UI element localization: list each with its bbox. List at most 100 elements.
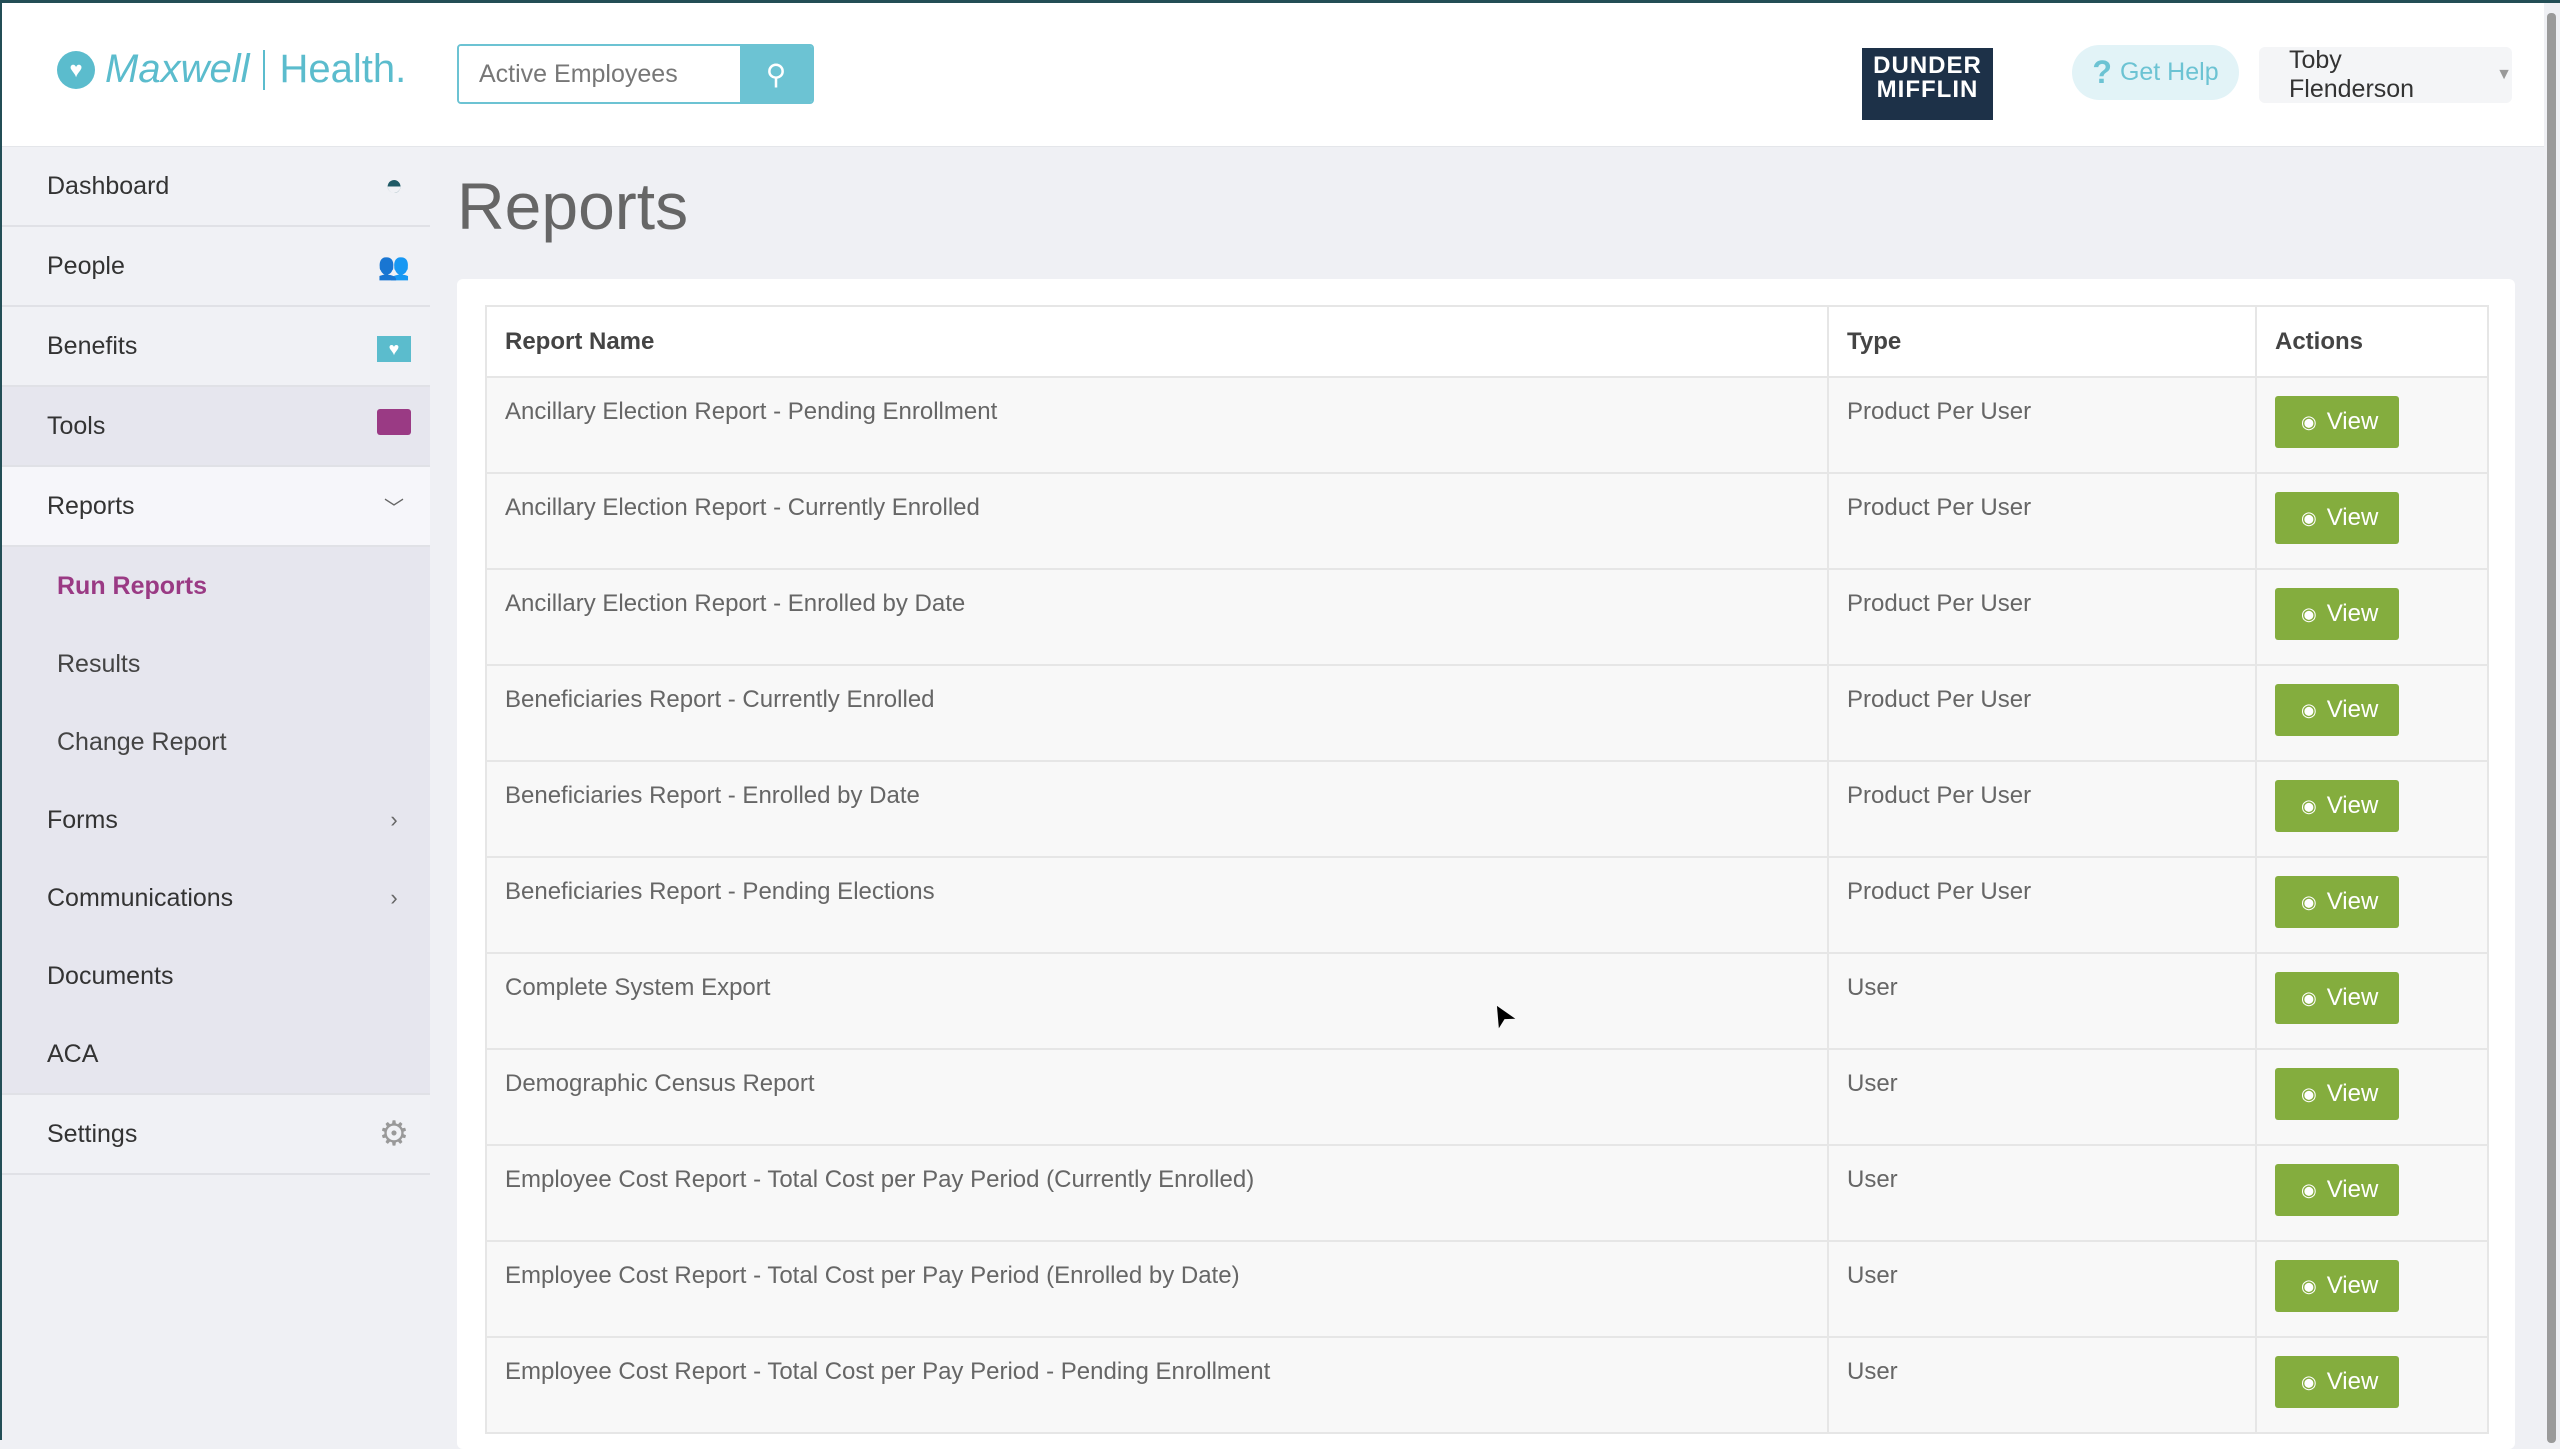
report-type-cell: Product Per User: [1827, 376, 2257, 474]
report-type-cell: Product Per User: [1827, 760, 2257, 858]
caret-down-icon: ▼: [2496, 66, 2512, 83]
eye-icon: ◉: [2301, 891, 2317, 912]
table-row: Complete System Export User ◉ View: [485, 952, 2489, 1050]
view-label: View: [2326, 1176, 2379, 1203]
table-row: Ancillary Election Report - Enrolled by …: [485, 568, 2489, 666]
search-button[interactable]: ⚲: [740, 46, 812, 102]
heart-logo-icon: ♥: [57, 50, 95, 89]
sidebar-item-label: People: [47, 251, 125, 280]
actions-cell: ◉ View: [2255, 760, 2489, 858]
report-type-cell: User: [1827, 952, 2257, 1050]
sidebar-item-reports[interactable]: Reports ﹀: [2, 467, 430, 547]
view-button[interactable]: ◉ View: [2275, 876, 2399, 928]
page-title: Reports: [457, 169, 689, 243]
column-header-report-name: Report Name: [485, 305, 1829, 378]
view-label: View: [2326, 1368, 2379, 1395]
get-help-button[interactable]: ? Get Help: [2072, 45, 2239, 100]
maxwell-health-logo[interactable]: ♥ Maxwell Health.: [57, 47, 406, 92]
sidebar-item-tools[interactable]: Tools: [2, 387, 430, 467]
gear-icon: ⚙: [378, 1115, 410, 1153]
sidebar-item-settings[interactable]: Settings ⚙: [2, 1095, 430, 1175]
view-button[interactable]: ◉ View: [2275, 972, 2399, 1024]
sidebar-item-label: Documents: [47, 961, 174, 990]
table-row: Ancillary Election Report - Pending Enro…: [485, 376, 2489, 474]
sidebar-subitem-results[interactable]: Results: [2, 625, 430, 703]
report-type-cell: User: [1827, 1048, 2257, 1146]
actions-cell: ◉ View: [2255, 1048, 2489, 1146]
actions-cell: ◉ View: [2255, 952, 2489, 1050]
question-icon: ?: [2092, 54, 2112, 90]
report-name-cell: Demographic Census Report: [485, 1048, 1829, 1146]
sidebar-subitem-run-reports[interactable]: Run Reports: [2, 547, 430, 625]
eye-icon: ◉: [2301, 699, 2317, 720]
report-name-cell: Ancillary Election Report - Pending Enro…: [485, 376, 1829, 474]
view-button[interactable]: ◉ View: [2275, 492, 2399, 544]
view-button[interactable]: ◉ View: [2275, 1068, 2399, 1120]
report-name-cell: Beneficiaries Report - Pending Elections: [485, 856, 1829, 954]
report-type-cell: User: [1827, 1144, 2257, 1242]
eye-icon: ◉: [2301, 795, 2317, 816]
sidebar-item-aca[interactable]: ACA: [2, 1015, 430, 1095]
actions-cell: ◉ View: [2255, 376, 2489, 474]
view-button[interactable]: ◉ View: [2275, 780, 2399, 832]
sidebar-item-label: Reports: [47, 491, 135, 520]
sidebar-item-label: Forms: [47, 805, 118, 834]
table-row: Beneficiaries Report - Enrolled by Date …: [485, 760, 2489, 858]
sidebar-item-label: Communications: [47, 883, 234, 912]
view-button[interactable]: ◉ View: [2275, 588, 2399, 640]
view-label: View: [2326, 408, 2379, 435]
view-button[interactable]: ◉ View: [2275, 684, 2399, 736]
column-header-actions: Actions: [2255, 305, 2489, 378]
table-row: Employee Cost Report - Total Cost per Pa…: [485, 1336, 2489, 1434]
view-button[interactable]: ◉ View: [2275, 1260, 2399, 1312]
table-row: Beneficiaries Report - Pending Elections…: [485, 856, 2489, 954]
report-type-cell: Product Per User: [1827, 568, 2257, 666]
people-icon: 👥: [377, 250, 411, 281]
sidebar: Dashboard ◓ People 👥 Benefits ♥ Tools Repor…: [2, 147, 430, 1175]
user-name: Toby Flenderson: [2289, 46, 2415, 103]
chevron-right-icon: ›: [390, 885, 398, 910]
dashboard-gauge-icon: ◓: [384, 169, 404, 202]
actions-cell: ◉ View: [2255, 1240, 2489, 1338]
search-bar: ⚲: [457, 44, 814, 104]
company-logo: DUNDER MIFFLIN: [1862, 48, 1993, 120]
sidebar-item-label: Benefits: [47, 331, 138, 360]
search-input[interactable]: [459, 46, 740, 102]
report-type-cell: Product Per User: [1827, 664, 2257, 762]
toolbox-icon: [374, 409, 414, 443]
report-name-cell: Beneficiaries Report - Currently Enrolle…: [485, 664, 1829, 762]
view-label: View: [2326, 1080, 2379, 1107]
report-type-cell: Product Per User: [1827, 856, 2257, 954]
report-name-cell: Ancillary Election Report - Enrolled by …: [485, 568, 1829, 666]
view-button[interactable]: ◉ View: [2275, 1356, 2399, 1408]
search-icon: ⚲: [765, 58, 787, 90]
view-label: View: [2326, 984, 2379, 1011]
company-logo-line1: DUNDER: [1873, 52, 1982, 79]
eye-icon: ◉: [2301, 987, 2317, 1008]
sidebar-item-dashboard[interactable]: Dashboard ◓: [2, 147, 430, 227]
view-button[interactable]: ◉ View: [2275, 1164, 2399, 1216]
table-row: Beneficiaries Report - Currently Enrolle…: [485, 664, 2489, 762]
eye-icon: ◉: [2301, 603, 2317, 624]
sidebar-item-communications[interactable]: Communications ›: [2, 859, 430, 937]
report-type-cell: Product Per User: [1827, 472, 2257, 570]
report-name-cell: Employee Cost Report - Total Cost per Pa…: [485, 1144, 1829, 1242]
sidebar-item-forms[interactable]: Forms ›: [2, 781, 430, 859]
view-button[interactable]: ◉ View: [2275, 396, 2399, 448]
table-row: Employee Cost Report - Total Cost per Pa…: [485, 1144, 2489, 1242]
actions-cell: ◉ View: [2255, 856, 2489, 954]
brand-second: Health.: [279, 47, 407, 91]
reports-table: Report Name Type Actions Ancillary Elect…: [485, 305, 2489, 1434]
column-header-type: Type: [1827, 305, 2257, 378]
sidebar-item-people[interactable]: People 👥: [2, 227, 430, 307]
actions-cell: ◉ View: [2255, 568, 2489, 666]
sidebar-item-benefits[interactable]: Benefits ♥: [2, 307, 430, 387]
chevron-right-icon: ›: [390, 807, 398, 832]
user-menu[interactable]: Toby Flenderson ▼: [2259, 46, 2512, 103]
page-scrollbar[interactable]: [2547, 13, 2556, 1443]
sidebar-item-label: ACA: [47, 1039, 99, 1068]
sidebar-item-documents[interactable]: Documents: [2, 937, 430, 1015]
sidebar-subitem-change-report[interactable]: Change Report: [2, 703, 430, 781]
report-name-cell: Employee Cost Report - Total Cost per Pa…: [485, 1336, 1829, 1434]
reports-card: Report Name Type Actions Ancillary Elect…: [457, 279, 2515, 1449]
